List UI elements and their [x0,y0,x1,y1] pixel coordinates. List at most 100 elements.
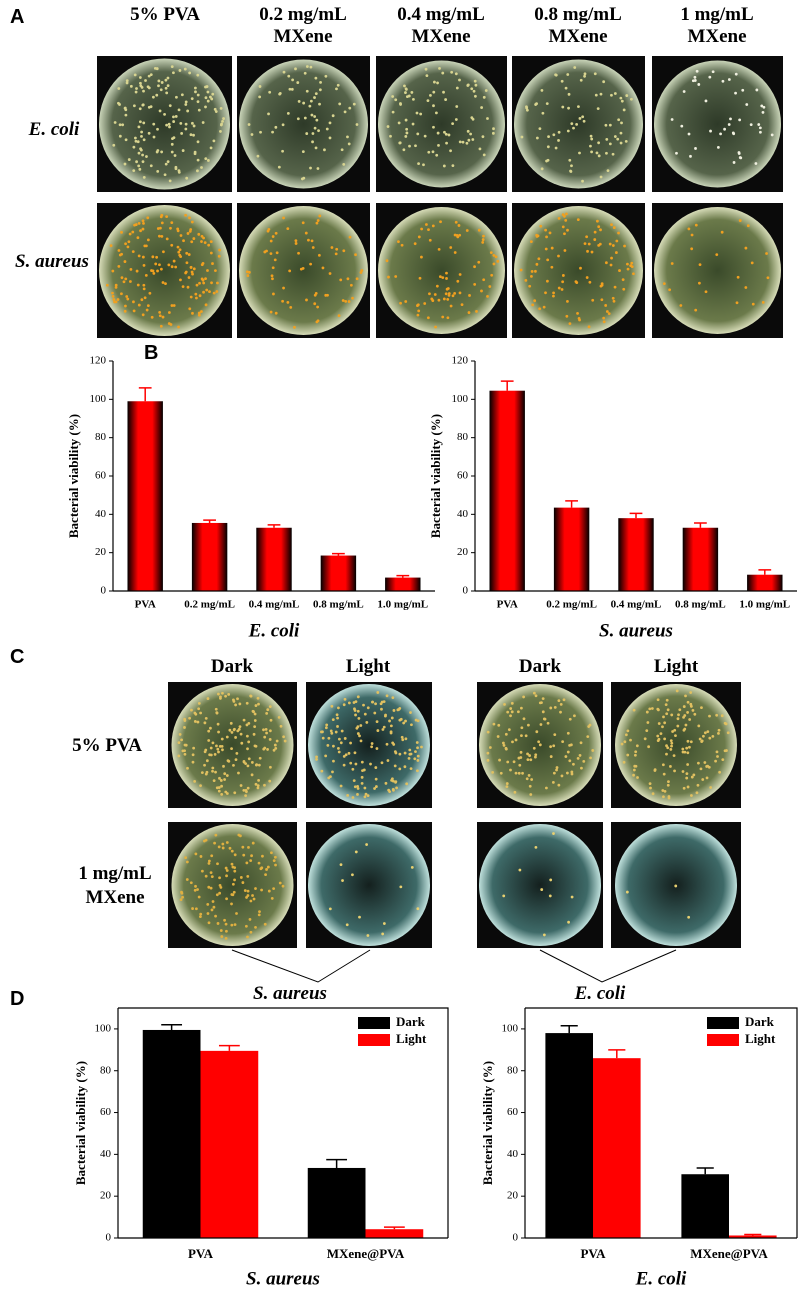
colony [232,890,236,894]
petri-dish [514,206,643,335]
colony [573,714,576,718]
petri-dish [308,684,430,806]
colony [202,236,205,240]
colony [315,221,319,225]
colony [274,125,278,129]
colony [149,164,153,168]
colony [300,177,304,181]
colony [245,734,249,738]
colony [212,905,216,909]
colony [520,135,524,139]
colony [140,134,143,138]
colony [195,296,198,300]
colony [385,259,389,263]
y-tick-label: 60 [100,1106,112,1118]
colony [632,768,636,772]
colony [702,734,705,738]
y-tick-label: 60 [95,470,107,482]
colony [348,106,352,110]
colony [380,700,384,704]
colony [530,275,533,278]
colony [542,717,546,721]
colony [671,730,675,733]
petri-dish [378,60,505,188]
colony [188,71,192,75]
colony [565,212,568,216]
colony [537,257,541,261]
colony [354,253,357,257]
colony [630,97,633,101]
colony [313,96,316,99]
colony [573,66,577,69]
y-tick-label: 0 [513,1232,519,1244]
y-tick-label: 0 [463,585,469,597]
colony [405,127,409,131]
colony [359,739,363,743]
colony [453,233,457,237]
colony [588,723,592,727]
colony [241,881,245,884]
column-header: Dark [518,656,562,677]
colony [325,723,329,727]
colony [416,313,420,317]
colony [623,244,626,248]
connector [231,949,371,983]
colony [218,776,221,780]
colony [337,750,341,754]
colony [142,175,146,179]
colony [656,734,660,738]
colony [155,255,159,259]
colony [443,130,446,134]
colony [566,73,570,76]
colony [416,759,420,762]
error-bar [608,1049,626,1059]
colony [471,138,475,141]
colony [694,223,698,227]
colony [132,300,135,304]
x-tick-label: 0.8 mg/mL [675,599,726,611]
colony [366,794,370,798]
colony [685,772,689,776]
colony [294,242,298,245]
colony [709,129,712,133]
colony [170,150,174,154]
panel-label: D [10,988,25,1010]
colony [217,786,221,789]
colony [522,695,526,699]
colony [477,228,481,232]
colony [342,763,346,767]
colony [457,224,461,227]
colony [458,78,461,82]
colony [535,262,539,266]
colony [689,691,693,694]
colony [701,778,705,781]
y-tick-label: 80 [507,1064,519,1076]
colony [141,313,145,317]
colony [708,75,712,79]
colony [514,771,518,775]
colony [719,132,722,136]
colony [650,707,654,710]
colony [207,739,211,742]
colony [141,227,145,231]
colony [566,129,570,133]
x-tick-label: MXene@PVA [327,1246,405,1261]
colony [203,241,207,245]
colony [151,255,155,259]
colony [248,918,252,921]
x-axis-label: E. coli [248,620,300,641]
colony [554,146,558,150]
colony [252,732,256,736]
colony [439,220,442,224]
colony [207,921,211,925]
error-bar [396,574,410,578]
colony [197,701,201,705]
colony [251,894,254,897]
colony [488,285,492,288]
colony [133,136,137,140]
colony [138,167,142,171]
y-tick-label: 0 [106,1232,112,1244]
colony [541,710,545,714]
colony [347,751,351,755]
colony [351,767,355,771]
